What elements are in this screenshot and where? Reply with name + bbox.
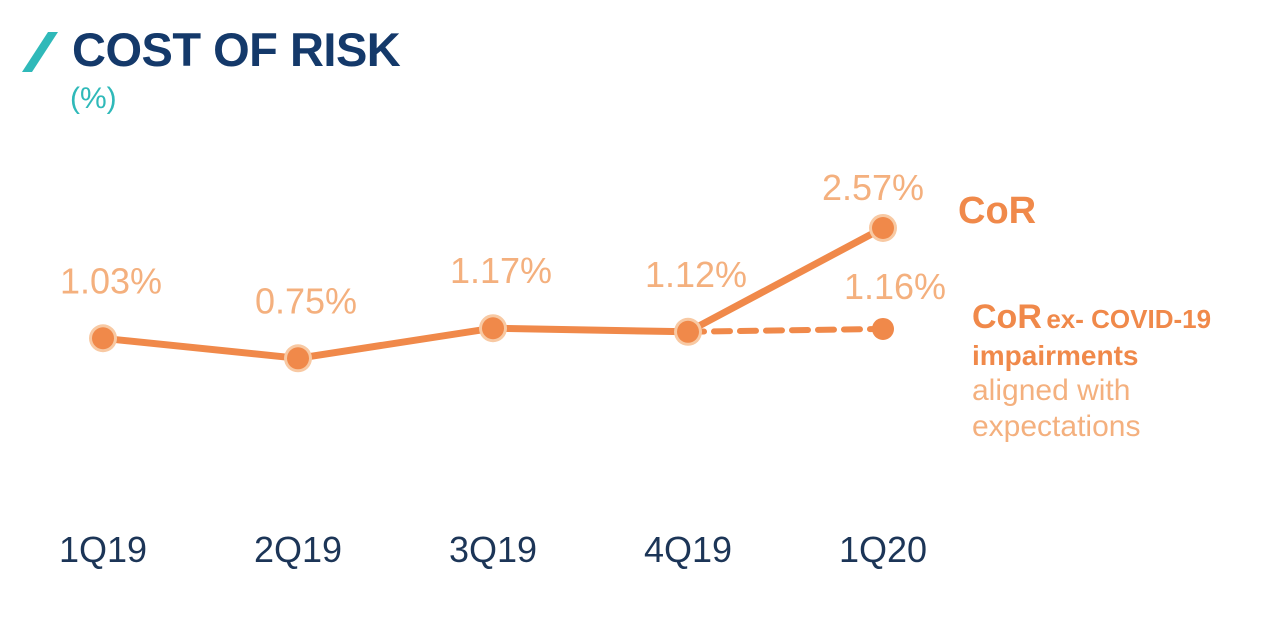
legend-ex-suffix: ex- COVID-19 — [1046, 304, 1212, 334]
data-label-cor-3Q19: 1.17% — [450, 250, 552, 291]
x-tick-label-1Q20: 1Q20 — [839, 529, 927, 570]
series-line-cor-ex-covid — [685, 325, 886, 335]
x-tick-label-3Q19: 3Q19 — [449, 529, 537, 570]
data-point-cor-2Q19 — [287, 347, 309, 370]
data-point-cor-1Q20 — [872, 216, 894, 239]
data-point-cor-ex-covid-1Q20 — [872, 317, 894, 340]
legend-note-line1: aligned with — [972, 374, 1131, 407]
data-label-cor-1Q19: 1.03% — [60, 260, 162, 301]
legend-ex-prefix: CoR — [972, 298, 1042, 336]
x-tick-label-2Q19: 2Q19 — [254, 529, 342, 570]
legend-note-line2: expectations — [972, 410, 1141, 443]
x-tick-label-1Q19: 1Q19 — [59, 529, 147, 570]
page-title: COST OF RISK — [72, 23, 401, 76]
data-point-cor-4Q19 — [677, 320, 699, 343]
x-tick-label-4Q19: 4Q19 — [644, 529, 732, 570]
data-label-cor-ex-covid-1Q20: 1.16% — [844, 266, 946, 307]
unit-label: (%) — [70, 82, 117, 115]
data-label-cor-4Q19: 1.12% — [645, 254, 747, 295]
data-label-cor-1Q20: 2.57% — [822, 167, 924, 208]
legend-cor: CoR — [958, 190, 1037, 232]
data-label-cor-2Q19: 0.75% — [255, 280, 357, 321]
data-point-cor-1Q19 — [92, 327, 114, 350]
data-point-cor-3Q19 — [482, 317, 504, 340]
legend-ex-line2: impairments — [972, 340, 1139, 371]
legend-cor-ex-covid: CoR ex- COVID-19 impairments aligned wit… — [972, 300, 1211, 442]
slash-accent-icon — [22, 32, 58, 72]
